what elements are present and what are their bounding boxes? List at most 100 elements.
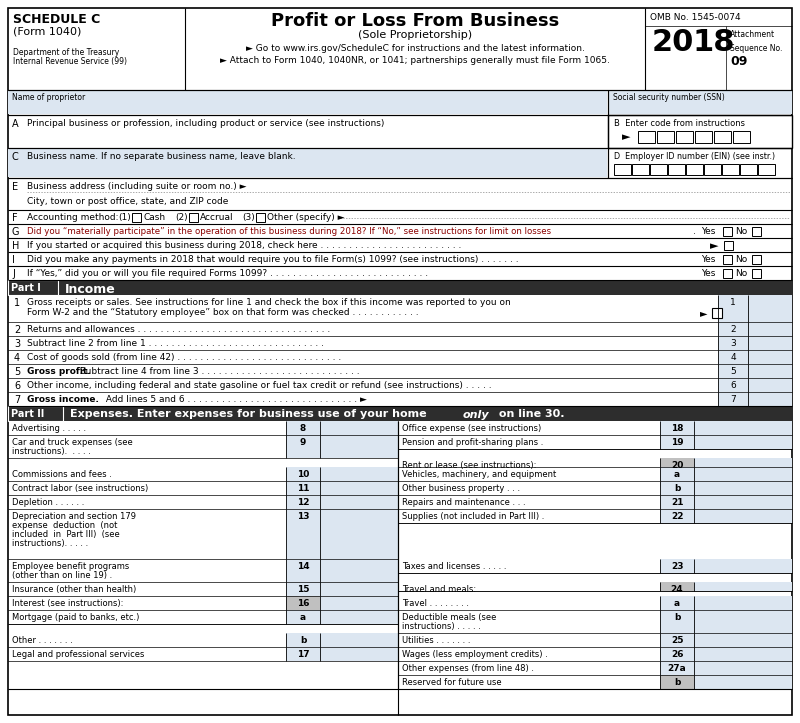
Text: Yes: Yes: [701, 269, 715, 278]
Text: 20: 20: [652, 28, 694, 57]
Bar: [694, 559, 792, 573]
Text: Repairs and maintenance . . .: Repairs and maintenance . . .: [402, 498, 526, 507]
Text: B  Enter code from instructions: B Enter code from instructions: [614, 119, 745, 128]
Text: Cash: Cash: [143, 213, 165, 222]
Text: If you started or acquired this business during 2018, check here . . . . . . . .: If you started or acquired this business…: [27, 241, 462, 250]
Bar: [8, 149, 607, 177]
Text: Part II: Part II: [11, 409, 44, 419]
Text: 09: 09: [730, 55, 747, 68]
Bar: [660, 509, 694, 523]
Text: Wages (less employment credits) .: Wages (less employment credits) .: [402, 650, 548, 659]
Text: 1: 1: [730, 298, 736, 307]
Text: 15: 15: [297, 585, 310, 594]
Text: 4: 4: [730, 353, 736, 362]
Bar: [660, 675, 694, 689]
Text: Commissions and fees .: Commissions and fees .: [12, 470, 112, 479]
Text: Profit or Loss From Business: Profit or Loss From Business: [271, 12, 559, 30]
Text: Yes: Yes: [701, 255, 715, 264]
Text: Subtract line 4 from line 3 . . . . . . . . . . . . . . . . . . . . . . . . . . : Subtract line 4 from line 3 . . . . . . …: [77, 367, 360, 376]
Text: a: a: [674, 599, 680, 608]
Text: Other business property . . .: Other business property . . .: [402, 484, 520, 493]
Text: Deductible meals (see: Deductible meals (see: [402, 613, 496, 622]
Bar: [614, 164, 631, 175]
Text: Did you “materially participate” in the operation of this business during 2018? : Did you “materially participate” in the …: [27, 227, 551, 236]
Bar: [718, 350, 748, 364]
Bar: [695, 131, 712, 143]
Bar: [256, 213, 265, 222]
Text: OMB No. 1545-0074: OMB No. 1545-0074: [650, 13, 741, 22]
Bar: [286, 509, 320, 559]
Text: Accrual: Accrual: [200, 213, 234, 222]
Text: b: b: [300, 636, 306, 645]
Bar: [718, 364, 748, 378]
Text: 12: 12: [297, 498, 310, 507]
Text: Supplies (not included in Part III) .: Supplies (not included in Part III) .: [402, 512, 544, 521]
Text: No: No: [735, 269, 747, 278]
Text: Employee benefit programs: Employee benefit programs: [12, 562, 130, 571]
Text: (other than on line 19) .: (other than on line 19) .: [12, 571, 112, 580]
Text: 24: 24: [670, 585, 683, 594]
Bar: [132, 213, 141, 222]
Text: Name of proprietor: Name of proprietor: [12, 93, 86, 102]
Text: Mortgage (paid to banks, etc.): Mortgage (paid to banks, etc.): [12, 613, 139, 622]
Bar: [694, 647, 792, 661]
Text: 4: 4: [14, 353, 20, 363]
Text: b: b: [674, 613, 680, 622]
Text: 27a: 27a: [668, 664, 686, 673]
Text: 3: 3: [14, 339, 20, 349]
Text: Utilities . . . . . . .: Utilities . . . . . . .: [402, 636, 470, 645]
Text: Add lines 5 and 6 . . . . . . . . . . . . . . . . . . . . . . . . . . . . . . ►: Add lines 5 and 6 . . . . . . . . . . . …: [103, 395, 367, 404]
Bar: [8, 280, 58, 295]
Text: 23: 23: [670, 562, 683, 571]
Text: Taxes and licenses . . . . .: Taxes and licenses . . . . .: [402, 562, 506, 571]
Text: Depreciation and section 179: Depreciation and section 179: [12, 512, 136, 521]
Bar: [660, 467, 694, 481]
Bar: [733, 131, 750, 143]
Bar: [694, 582, 792, 591]
Text: No: No: [735, 227, 747, 236]
Bar: [660, 495, 694, 509]
Text: 17: 17: [297, 650, 310, 659]
Bar: [686, 164, 703, 175]
Text: D  Employer ID number (EIN) (see instr.): D Employer ID number (EIN) (see instr.): [614, 152, 775, 161]
Text: 1: 1: [14, 298, 20, 308]
Bar: [748, 378, 792, 392]
Text: Social security number (SSN): Social security number (SSN): [613, 93, 725, 102]
Bar: [608, 91, 792, 114]
Bar: [712, 308, 722, 318]
Bar: [320, 435, 398, 458]
Bar: [748, 392, 792, 406]
Text: Depletion . . . . . .: Depletion . . . . . .: [12, 498, 84, 507]
Bar: [320, 582, 398, 596]
Bar: [660, 647, 694, 661]
Bar: [718, 336, 748, 350]
Text: .: .: [693, 227, 698, 236]
Text: b: b: [674, 678, 680, 687]
Bar: [752, 227, 761, 236]
Text: 9: 9: [300, 438, 306, 447]
Bar: [286, 647, 320, 661]
Text: Did you make any payments in 2018 that would require you to file Form(s) 1099? (: Did you make any payments in 2018 that w…: [27, 255, 518, 264]
Text: ► Go to www.irs.gov/ScheduleC for instructions and the latest information.: ► Go to www.irs.gov/ScheduleC for instru…: [246, 44, 585, 53]
Bar: [660, 582, 694, 591]
Text: No: No: [735, 255, 747, 264]
Text: Legal and professional services: Legal and professional services: [12, 650, 144, 659]
Text: instructions).  . . . .: instructions). . . . .: [12, 447, 91, 456]
Text: 22: 22: [670, 512, 683, 521]
Text: Principal business or profession, including product or service (see instructions: Principal business or profession, includ…: [27, 119, 384, 128]
Text: 6: 6: [14, 381, 20, 391]
Bar: [694, 633, 792, 647]
Bar: [650, 164, 667, 175]
Bar: [660, 610, 694, 633]
Text: 5: 5: [730, 367, 736, 376]
Bar: [694, 435, 792, 449]
Bar: [8, 406, 63, 421]
Text: Other expenses (from line 48) .: Other expenses (from line 48) .: [402, 664, 534, 673]
Bar: [320, 647, 398, 661]
Text: 11: 11: [297, 484, 310, 493]
Text: ►: ►: [700, 308, 707, 318]
Bar: [657, 131, 674, 143]
Text: Gross receipts or sales. See instructions for line 1 and check the box if this i: Gross receipts or sales. See instruction…: [27, 298, 510, 307]
Text: Interest (see instructions):: Interest (see instructions):: [12, 599, 123, 608]
Text: Attachment: Attachment: [730, 30, 775, 39]
